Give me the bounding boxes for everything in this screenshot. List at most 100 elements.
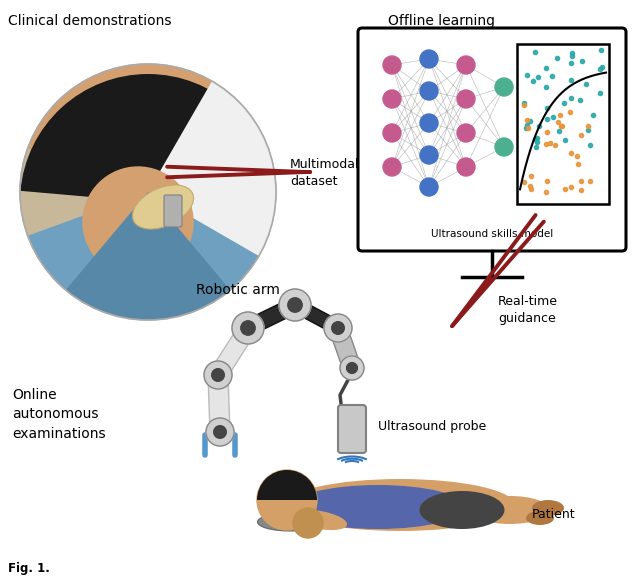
- Text: Clinical demonstrations: Clinical demonstrations: [8, 14, 172, 28]
- Circle shape: [420, 146, 438, 164]
- Text: Offline learning: Offline learning: [388, 14, 495, 28]
- Point: [525, 117, 535, 126]
- Circle shape: [214, 426, 227, 438]
- Ellipse shape: [293, 510, 347, 530]
- Point: [523, 124, 533, 133]
- FancyBboxPatch shape: [164, 195, 182, 227]
- Wedge shape: [66, 192, 230, 320]
- Circle shape: [420, 114, 438, 132]
- Point: [572, 151, 582, 160]
- Wedge shape: [28, 64, 268, 192]
- Point: [530, 48, 540, 57]
- FancyBboxPatch shape: [338, 405, 366, 453]
- Point: [565, 107, 575, 117]
- Ellipse shape: [285, 479, 515, 531]
- Wedge shape: [20, 74, 275, 202]
- Circle shape: [383, 124, 401, 142]
- Ellipse shape: [526, 511, 554, 525]
- Ellipse shape: [132, 185, 193, 229]
- Point: [596, 45, 606, 54]
- Circle shape: [20, 64, 276, 320]
- Circle shape: [457, 124, 475, 142]
- Circle shape: [420, 50, 438, 68]
- Circle shape: [457, 90, 475, 108]
- Circle shape: [457, 56, 475, 74]
- Circle shape: [383, 158, 401, 176]
- Point: [522, 121, 532, 130]
- Polygon shape: [208, 375, 230, 433]
- Wedge shape: [148, 81, 276, 256]
- Point: [583, 125, 593, 135]
- Circle shape: [457, 158, 475, 176]
- Point: [552, 53, 563, 62]
- Point: [581, 80, 591, 89]
- Bar: [517, 44, 609, 204]
- Point: [545, 139, 555, 148]
- Point: [560, 136, 570, 145]
- Point: [542, 114, 552, 124]
- Circle shape: [420, 82, 438, 100]
- Ellipse shape: [532, 500, 564, 516]
- Circle shape: [204, 361, 232, 389]
- Polygon shape: [211, 323, 255, 380]
- Circle shape: [347, 363, 357, 373]
- Ellipse shape: [291, 485, 465, 529]
- Point: [566, 52, 577, 61]
- Point: [541, 64, 551, 73]
- Point: [566, 58, 576, 68]
- Point: [518, 99, 529, 108]
- Ellipse shape: [257, 513, 323, 531]
- Circle shape: [332, 322, 344, 334]
- Point: [550, 141, 560, 150]
- Text: Patient: Patient: [532, 508, 575, 521]
- Point: [575, 176, 586, 185]
- Point: [542, 176, 552, 185]
- Point: [596, 62, 607, 72]
- Point: [541, 83, 551, 92]
- Text: Online
autonomous
examinations: Online autonomous examinations: [12, 388, 106, 441]
- Point: [522, 70, 532, 79]
- Point: [560, 185, 570, 194]
- Point: [541, 139, 551, 149]
- Circle shape: [293, 508, 323, 538]
- Circle shape: [495, 78, 513, 96]
- Point: [573, 160, 583, 169]
- Point: [519, 177, 529, 187]
- Point: [519, 101, 529, 110]
- Point: [588, 110, 598, 120]
- Point: [554, 127, 564, 136]
- Text: Real-time
guidance: Real-time guidance: [498, 295, 558, 325]
- Point: [521, 124, 531, 133]
- Point: [534, 121, 545, 131]
- Point: [555, 111, 565, 120]
- Text: Robotic arm: Robotic arm: [196, 283, 280, 297]
- Point: [533, 72, 543, 82]
- Point: [542, 128, 552, 137]
- Point: [583, 122, 593, 131]
- Point: [542, 104, 552, 113]
- Point: [595, 64, 605, 73]
- Circle shape: [212, 368, 224, 381]
- Point: [547, 71, 557, 80]
- Point: [526, 184, 536, 194]
- Point: [522, 115, 532, 125]
- Circle shape: [241, 321, 255, 335]
- Point: [525, 181, 536, 191]
- Polygon shape: [292, 299, 341, 334]
- Point: [530, 134, 540, 143]
- Circle shape: [420, 178, 438, 196]
- Circle shape: [257, 470, 317, 530]
- Ellipse shape: [419, 491, 504, 529]
- Point: [575, 96, 585, 105]
- Text: Ultrasound skills model: Ultrasound skills model: [431, 229, 553, 239]
- Circle shape: [383, 56, 401, 74]
- Point: [585, 141, 595, 150]
- Circle shape: [324, 314, 352, 342]
- Point: [595, 88, 605, 97]
- Point: [576, 185, 586, 195]
- Circle shape: [232, 312, 264, 344]
- Text: Multimodal
dataset: Multimodal dataset: [290, 158, 360, 188]
- Point: [577, 57, 587, 66]
- Circle shape: [83, 167, 193, 277]
- Point: [566, 75, 577, 85]
